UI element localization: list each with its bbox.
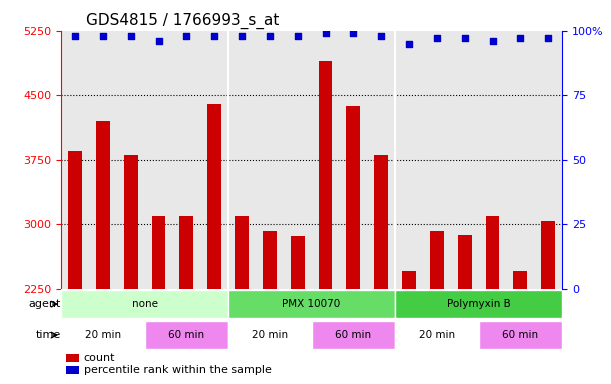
Bar xyxy=(235,215,249,289)
Point xyxy=(488,38,497,44)
Bar xyxy=(318,61,332,289)
Bar xyxy=(513,271,527,289)
Bar xyxy=(541,221,555,289)
Text: 60 min: 60 min xyxy=(168,330,205,340)
Bar xyxy=(430,231,444,289)
Bar xyxy=(96,121,110,289)
Bar xyxy=(66,366,79,374)
Bar xyxy=(458,235,472,289)
Text: 20 min: 20 min xyxy=(419,330,455,340)
Point xyxy=(70,33,80,39)
Text: 20 min: 20 min xyxy=(85,330,121,340)
Point xyxy=(98,33,108,39)
Point xyxy=(181,33,191,39)
Text: time: time xyxy=(36,330,61,340)
Point xyxy=(153,38,163,44)
Bar xyxy=(68,151,82,289)
Text: 60 min: 60 min xyxy=(335,330,371,340)
FancyBboxPatch shape xyxy=(312,321,395,349)
Bar xyxy=(263,231,277,289)
Bar xyxy=(402,271,416,289)
Text: PMX 10070: PMX 10070 xyxy=(282,299,341,309)
Point xyxy=(543,35,553,41)
Point xyxy=(126,33,136,39)
Point xyxy=(348,30,358,36)
FancyBboxPatch shape xyxy=(478,321,562,349)
FancyBboxPatch shape xyxy=(61,290,228,318)
Bar xyxy=(207,104,221,289)
Point xyxy=(237,33,247,39)
Text: Polymyxin B: Polymyxin B xyxy=(447,299,511,309)
Bar xyxy=(291,236,305,289)
Text: none: none xyxy=(131,299,158,309)
Point xyxy=(210,33,219,39)
FancyBboxPatch shape xyxy=(228,290,395,318)
Point xyxy=(460,35,470,41)
Point xyxy=(376,33,386,39)
Text: GDS4815 / 1766993_s_at: GDS4815 / 1766993_s_at xyxy=(86,13,279,29)
Bar xyxy=(346,106,360,289)
Bar xyxy=(152,215,166,289)
Point xyxy=(265,33,275,39)
Bar xyxy=(123,156,137,289)
FancyBboxPatch shape xyxy=(61,321,145,349)
Text: 20 min: 20 min xyxy=(252,330,288,340)
Text: count: count xyxy=(84,353,115,363)
FancyBboxPatch shape xyxy=(395,290,562,318)
Text: agent: agent xyxy=(29,299,61,309)
Bar xyxy=(374,156,388,289)
Text: 60 min: 60 min xyxy=(502,330,538,340)
Bar xyxy=(486,215,500,289)
FancyBboxPatch shape xyxy=(228,321,312,349)
Bar xyxy=(66,354,79,362)
Point xyxy=(516,35,525,41)
Point xyxy=(432,35,442,41)
Bar xyxy=(180,215,193,289)
FancyBboxPatch shape xyxy=(395,321,478,349)
Point xyxy=(321,30,331,36)
Point xyxy=(293,33,302,39)
Text: percentile rank within the sample: percentile rank within the sample xyxy=(84,365,271,375)
Point xyxy=(404,41,414,47)
FancyBboxPatch shape xyxy=(145,321,228,349)
